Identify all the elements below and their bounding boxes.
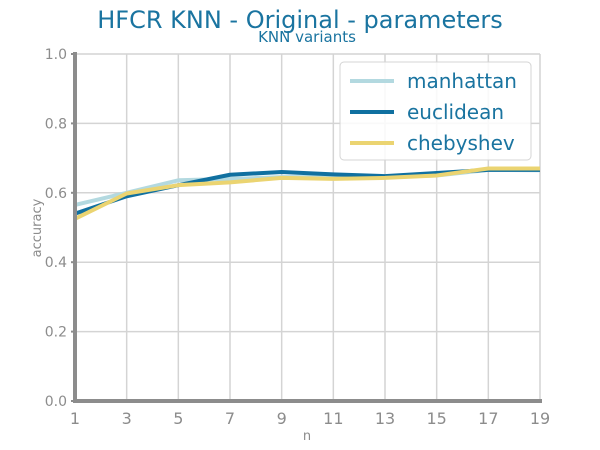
x-tick-label: 9 <box>277 409 287 428</box>
tick-labels: 1 3 5 7 9 11 13 15 17 190.00.20.40.60.81.0 <box>45 47 550 428</box>
x-tick-label: 3 <box>122 409 132 428</box>
series-line-chebyshev <box>74 166 540 221</box>
y-tick-label: 0.4 <box>45 255 67 271</box>
x-axis-label: n <box>303 429 311 444</box>
x-tick-label: 11 <box>323 409 343 428</box>
chart-subtitle: KNN variants <box>258 28 356 46</box>
y-tick-label: 0.8 <box>45 116 67 132</box>
x-tick-label: 15 <box>426 409 446 428</box>
x-tick-label: 17 <box>478 409 498 428</box>
y-tick-label: 0.2 <box>45 325 67 341</box>
y-tick-label: 1.0 <box>45 47 67 63</box>
x-tick-label: 19 <box>530 409 550 428</box>
y-axis-label: accuracy <box>30 198 45 257</box>
x-tick-label: 1 <box>70 409 80 428</box>
series-layer <box>74 166 541 221</box>
legend-box <box>339 61 532 161</box>
y-tick-label: 0.6 <box>45 186 67 202</box>
x-tick-label: 7 <box>225 409 235 428</box>
legend-label-euclidean: euclidean <box>407 100 504 124</box>
x-tick-label: 5 <box>173 409 183 428</box>
y-tick-label: 0.0 <box>45 394 67 410</box>
x-tick-label: 13 <box>375 409 395 428</box>
legend-label-chebyshev: chebyshev <box>407 131 515 155</box>
axes <box>71 52 542 403</box>
legend-label-manhattan: manhattan <box>407 69 517 93</box>
chart-title: HFCR KNN - Original - parameters <box>97 6 503 34</box>
legend: manhattan euclidean chebyshev <box>339 61 532 161</box>
